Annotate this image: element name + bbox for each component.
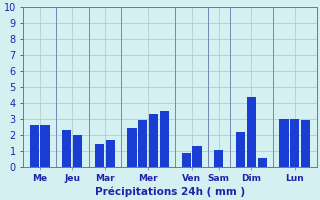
Bar xyxy=(301,120,310,167)
Bar xyxy=(290,119,300,167)
Bar xyxy=(62,130,71,167)
X-axis label: Précipitations 24h ( mm ): Précipitations 24h ( mm ) xyxy=(95,186,245,197)
Bar xyxy=(138,120,148,167)
Bar xyxy=(106,140,115,167)
Bar xyxy=(182,153,191,167)
Bar xyxy=(40,125,50,167)
Bar xyxy=(192,146,202,167)
Bar xyxy=(247,97,256,167)
Bar xyxy=(279,119,289,167)
Bar xyxy=(214,150,223,167)
Bar xyxy=(149,114,158,167)
Bar xyxy=(95,144,104,167)
Bar xyxy=(236,132,245,167)
Bar xyxy=(73,135,82,167)
Bar xyxy=(160,111,169,167)
Bar xyxy=(258,158,267,167)
Bar xyxy=(127,128,137,167)
Bar xyxy=(30,125,39,167)
